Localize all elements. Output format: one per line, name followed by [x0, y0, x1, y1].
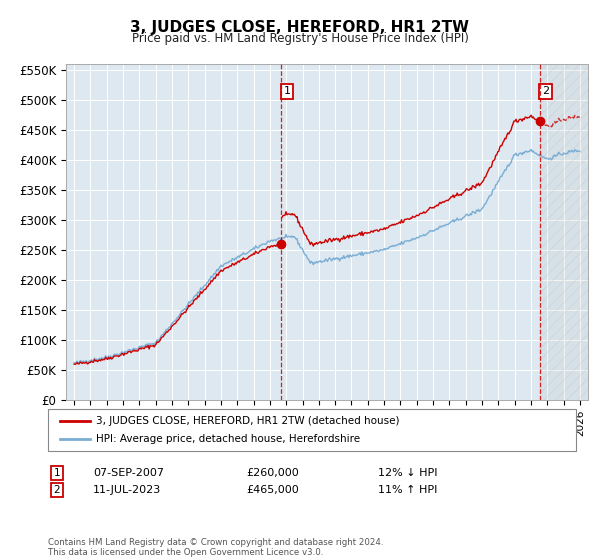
Text: £465,000: £465,000 [246, 485, 299, 495]
Bar [539, 64, 588, 400]
Text: 11% ↑ HPI: 11% ↑ HPI [378, 485, 437, 495]
Text: 1: 1 [53, 468, 61, 478]
Text: 2: 2 [542, 86, 549, 96]
Text: HPI: Average price, detached house, Herefordshire: HPI: Average price, detached house, Here… [96, 434, 360, 444]
Text: 12% ↓ HPI: 12% ↓ HPI [378, 468, 437, 478]
Text: 2: 2 [53, 485, 61, 495]
Text: Contains HM Land Registry data © Crown copyright and database right 2024.
This d: Contains HM Land Registry data © Crown c… [48, 538, 383, 557]
Text: 1: 1 [284, 86, 290, 96]
Text: 3, JUDGES CLOSE, HEREFORD, HR1 2TW (detached house): 3, JUDGES CLOSE, HEREFORD, HR1 2TW (deta… [96, 416, 400, 426]
Text: 3, JUDGES CLOSE, HEREFORD, HR1 2TW: 3, JUDGES CLOSE, HEREFORD, HR1 2TW [131, 20, 470, 35]
Text: 11-JUL-2023: 11-JUL-2023 [93, 485, 161, 495]
Text: Price paid vs. HM Land Registry's House Price Index (HPI): Price paid vs. HM Land Registry's House … [131, 32, 469, 45]
Text: 07-SEP-2007: 07-SEP-2007 [93, 468, 164, 478]
Text: £260,000: £260,000 [246, 468, 299, 478]
